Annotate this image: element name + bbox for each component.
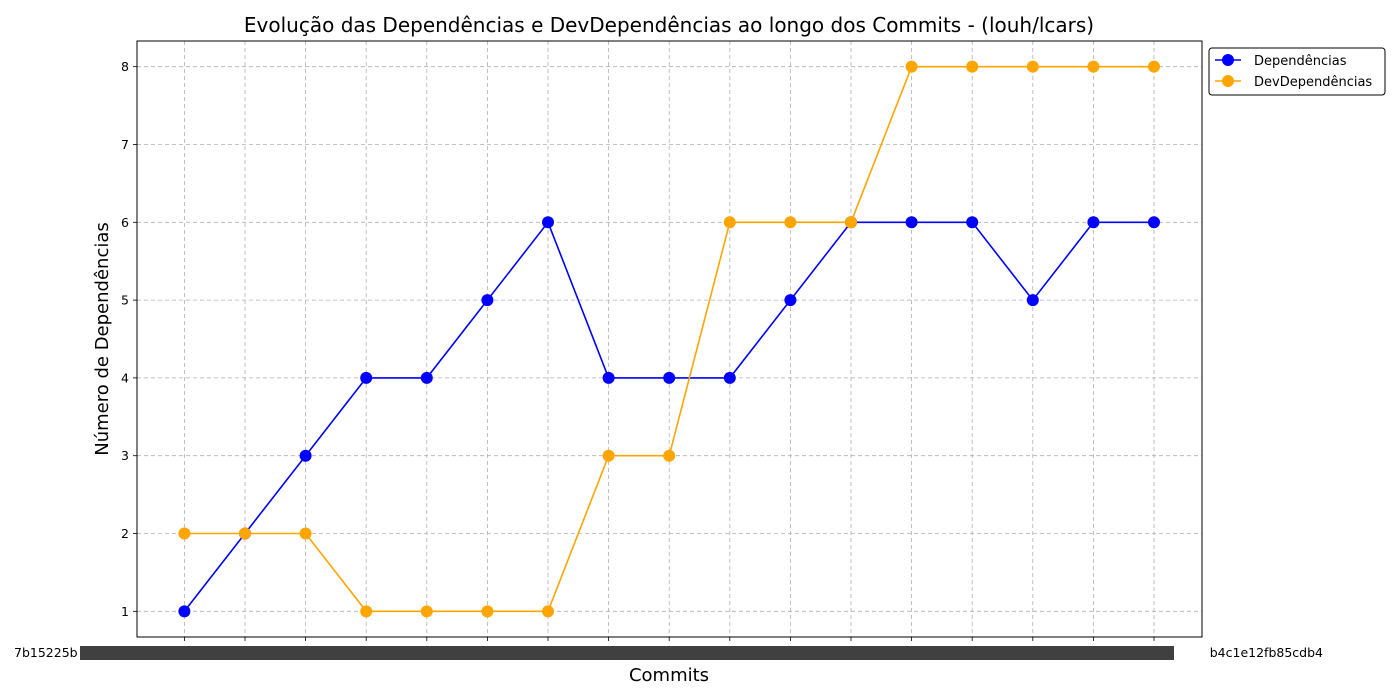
- legend-marker-dependencias: [1222, 54, 1234, 66]
- legend: Dependências DevDependências: [1208, 47, 1386, 96]
- series-0-point: [1148, 216, 1160, 229]
- series-1-point: [420, 605, 433, 618]
- series-0-point: [178, 605, 191, 618]
- y-axis-ticks: 1 2 3 4 5 6 7 8: [121, 59, 137, 619]
- series-1-point: [1087, 60, 1100, 73]
- series-0-point: [481, 294, 494, 307]
- legend-label-devdependencias: DevDependências: [1254, 75, 1372, 90]
- series-0-point: [784, 294, 797, 307]
- series-1-point: [1148, 60, 1160, 73]
- legend-marker-devdependencias: [1222, 75, 1234, 87]
- series-0-point: [1026, 294, 1039, 307]
- series-0-point: [299, 449, 312, 462]
- series-0-point: [663, 371, 676, 384]
- legend-frame: [1208, 47, 1386, 96]
- series-0-point: [905, 216, 918, 229]
- series-1-point: [178, 527, 191, 540]
- x-tick-labels-overlap: [80, 646, 1174, 660]
- series-0-point: [723, 371, 736, 384]
- y-tick-label: 1: [121, 604, 129, 619]
- series-0-point: [602, 371, 615, 384]
- series-0-point: [966, 216, 979, 229]
- series-1-point: [905, 60, 918, 73]
- x-axis-label: Commits: [629, 665, 709, 686]
- y-tick-label: 2: [121, 526, 129, 541]
- y-tick-label: 7: [121, 137, 129, 152]
- series-1-point: [845, 216, 857, 229]
- y-tick-label: 4: [121, 370, 129, 385]
- series-1-point: [239, 527, 251, 540]
- legend-label-dependencias: Dependências: [1254, 54, 1347, 69]
- series-0-point: [360, 371, 373, 384]
- grid: [137, 41, 1202, 637]
- series-1-point: [1026, 60, 1039, 73]
- y-axis-label: Número de Dependências: [92, 222, 113, 456]
- series-1-point: [784, 216, 797, 229]
- series-0-point: [1087, 216, 1100, 229]
- chart-title: Evolução das Dependências e DevDependênc…: [244, 13, 1094, 37]
- series-1-point: [299, 527, 312, 540]
- series-1-point: [481, 605, 494, 618]
- series-1-point: [602, 449, 615, 462]
- series-0-point: [542, 216, 554, 229]
- series-group: [178, 60, 1160, 618]
- series-1-point: [360, 605, 373, 618]
- x-tick-label-last: b4c1e12fb85cdb4: [1210, 645, 1323, 660]
- y-tick-label: 6: [121, 215, 129, 230]
- x-tick-label-first: 7b15225b: [14, 645, 78, 660]
- y-tick-label: 8: [121, 59, 129, 74]
- y-tick-label: 3: [121, 448, 129, 463]
- series-1-point: [966, 60, 979, 73]
- series-1-point: [723, 216, 736, 229]
- x-axis-ticks: 7b15225b b4c1e12fb85cdb4: [14, 637, 1323, 660]
- y-tick-label: 5: [121, 293, 129, 308]
- series-1-point: [663, 449, 676, 462]
- series-1-point: [542, 605, 554, 618]
- series-0-point: [420, 371, 433, 384]
